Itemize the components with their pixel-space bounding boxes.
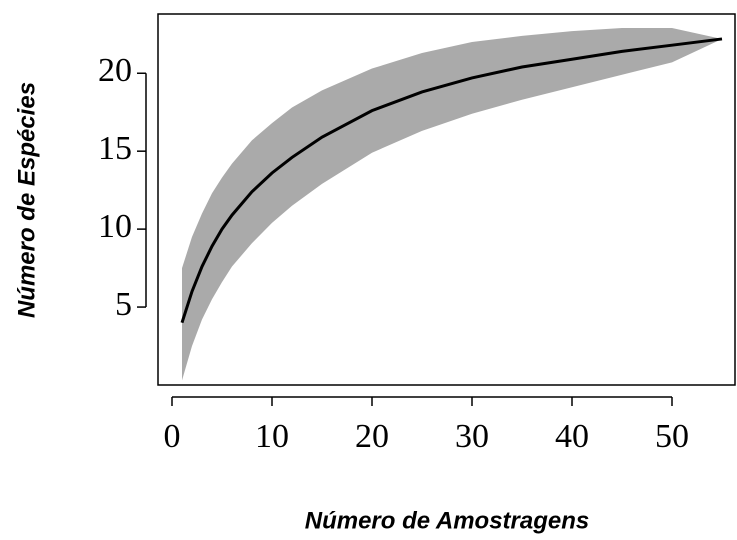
x-axis-label: Número de Amostragens xyxy=(305,507,590,534)
mean-line xyxy=(180,37,723,324)
y-tick-label: 10 xyxy=(98,208,132,245)
x-tick-label: 0 xyxy=(164,418,181,455)
x-tick-label: 30 xyxy=(455,418,489,455)
x-tick-label: 10 xyxy=(255,418,289,455)
y-axis-label: Número de Espécies xyxy=(13,82,40,318)
y-tick-label: 20 xyxy=(98,52,132,89)
plot-frame xyxy=(157,13,736,386)
confidence-band xyxy=(182,28,722,381)
x-tick-label: 50 xyxy=(655,418,689,455)
y-tick-label: 5 xyxy=(115,286,132,323)
x-tick-label: 20 xyxy=(355,418,389,455)
y-tick-label: 15 xyxy=(98,130,132,167)
x-tick-label: 40 xyxy=(555,418,589,455)
